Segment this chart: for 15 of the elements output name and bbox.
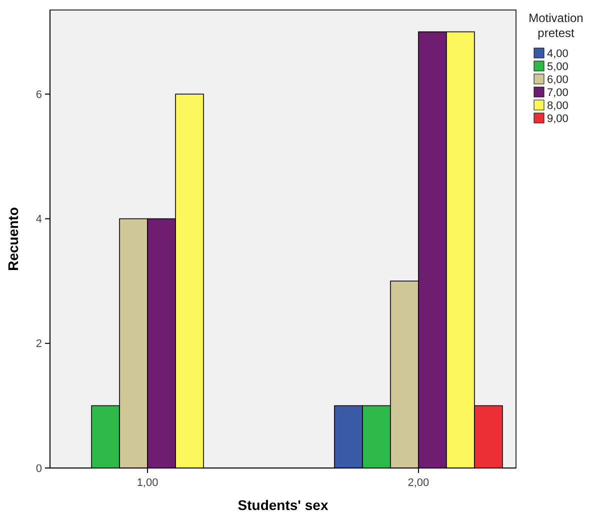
x-tick-label: 2,00 [408,477,430,489]
x-tick-label: 1,00 [136,477,158,489]
legend-label: 8,00 [547,100,568,112]
x-axis-title: Students' sex [238,497,328,513]
legend-label: 4,00 [547,48,568,60]
legend-label: 9,00 [547,112,568,125]
y-tick-label: 2 [36,338,42,350]
legend-label: 7,00 [547,86,568,99]
y-tick-label: 6 [36,88,42,101]
y-tick-label: 0 [36,462,42,475]
legend-label: 6,00 [547,74,568,86]
legend-label: 5,00 [547,60,568,73]
y-axis-title: Recuento [5,207,21,271]
y-tick-label: 4 [36,214,42,226]
legend-title: Motivation pretest [528,11,584,40]
